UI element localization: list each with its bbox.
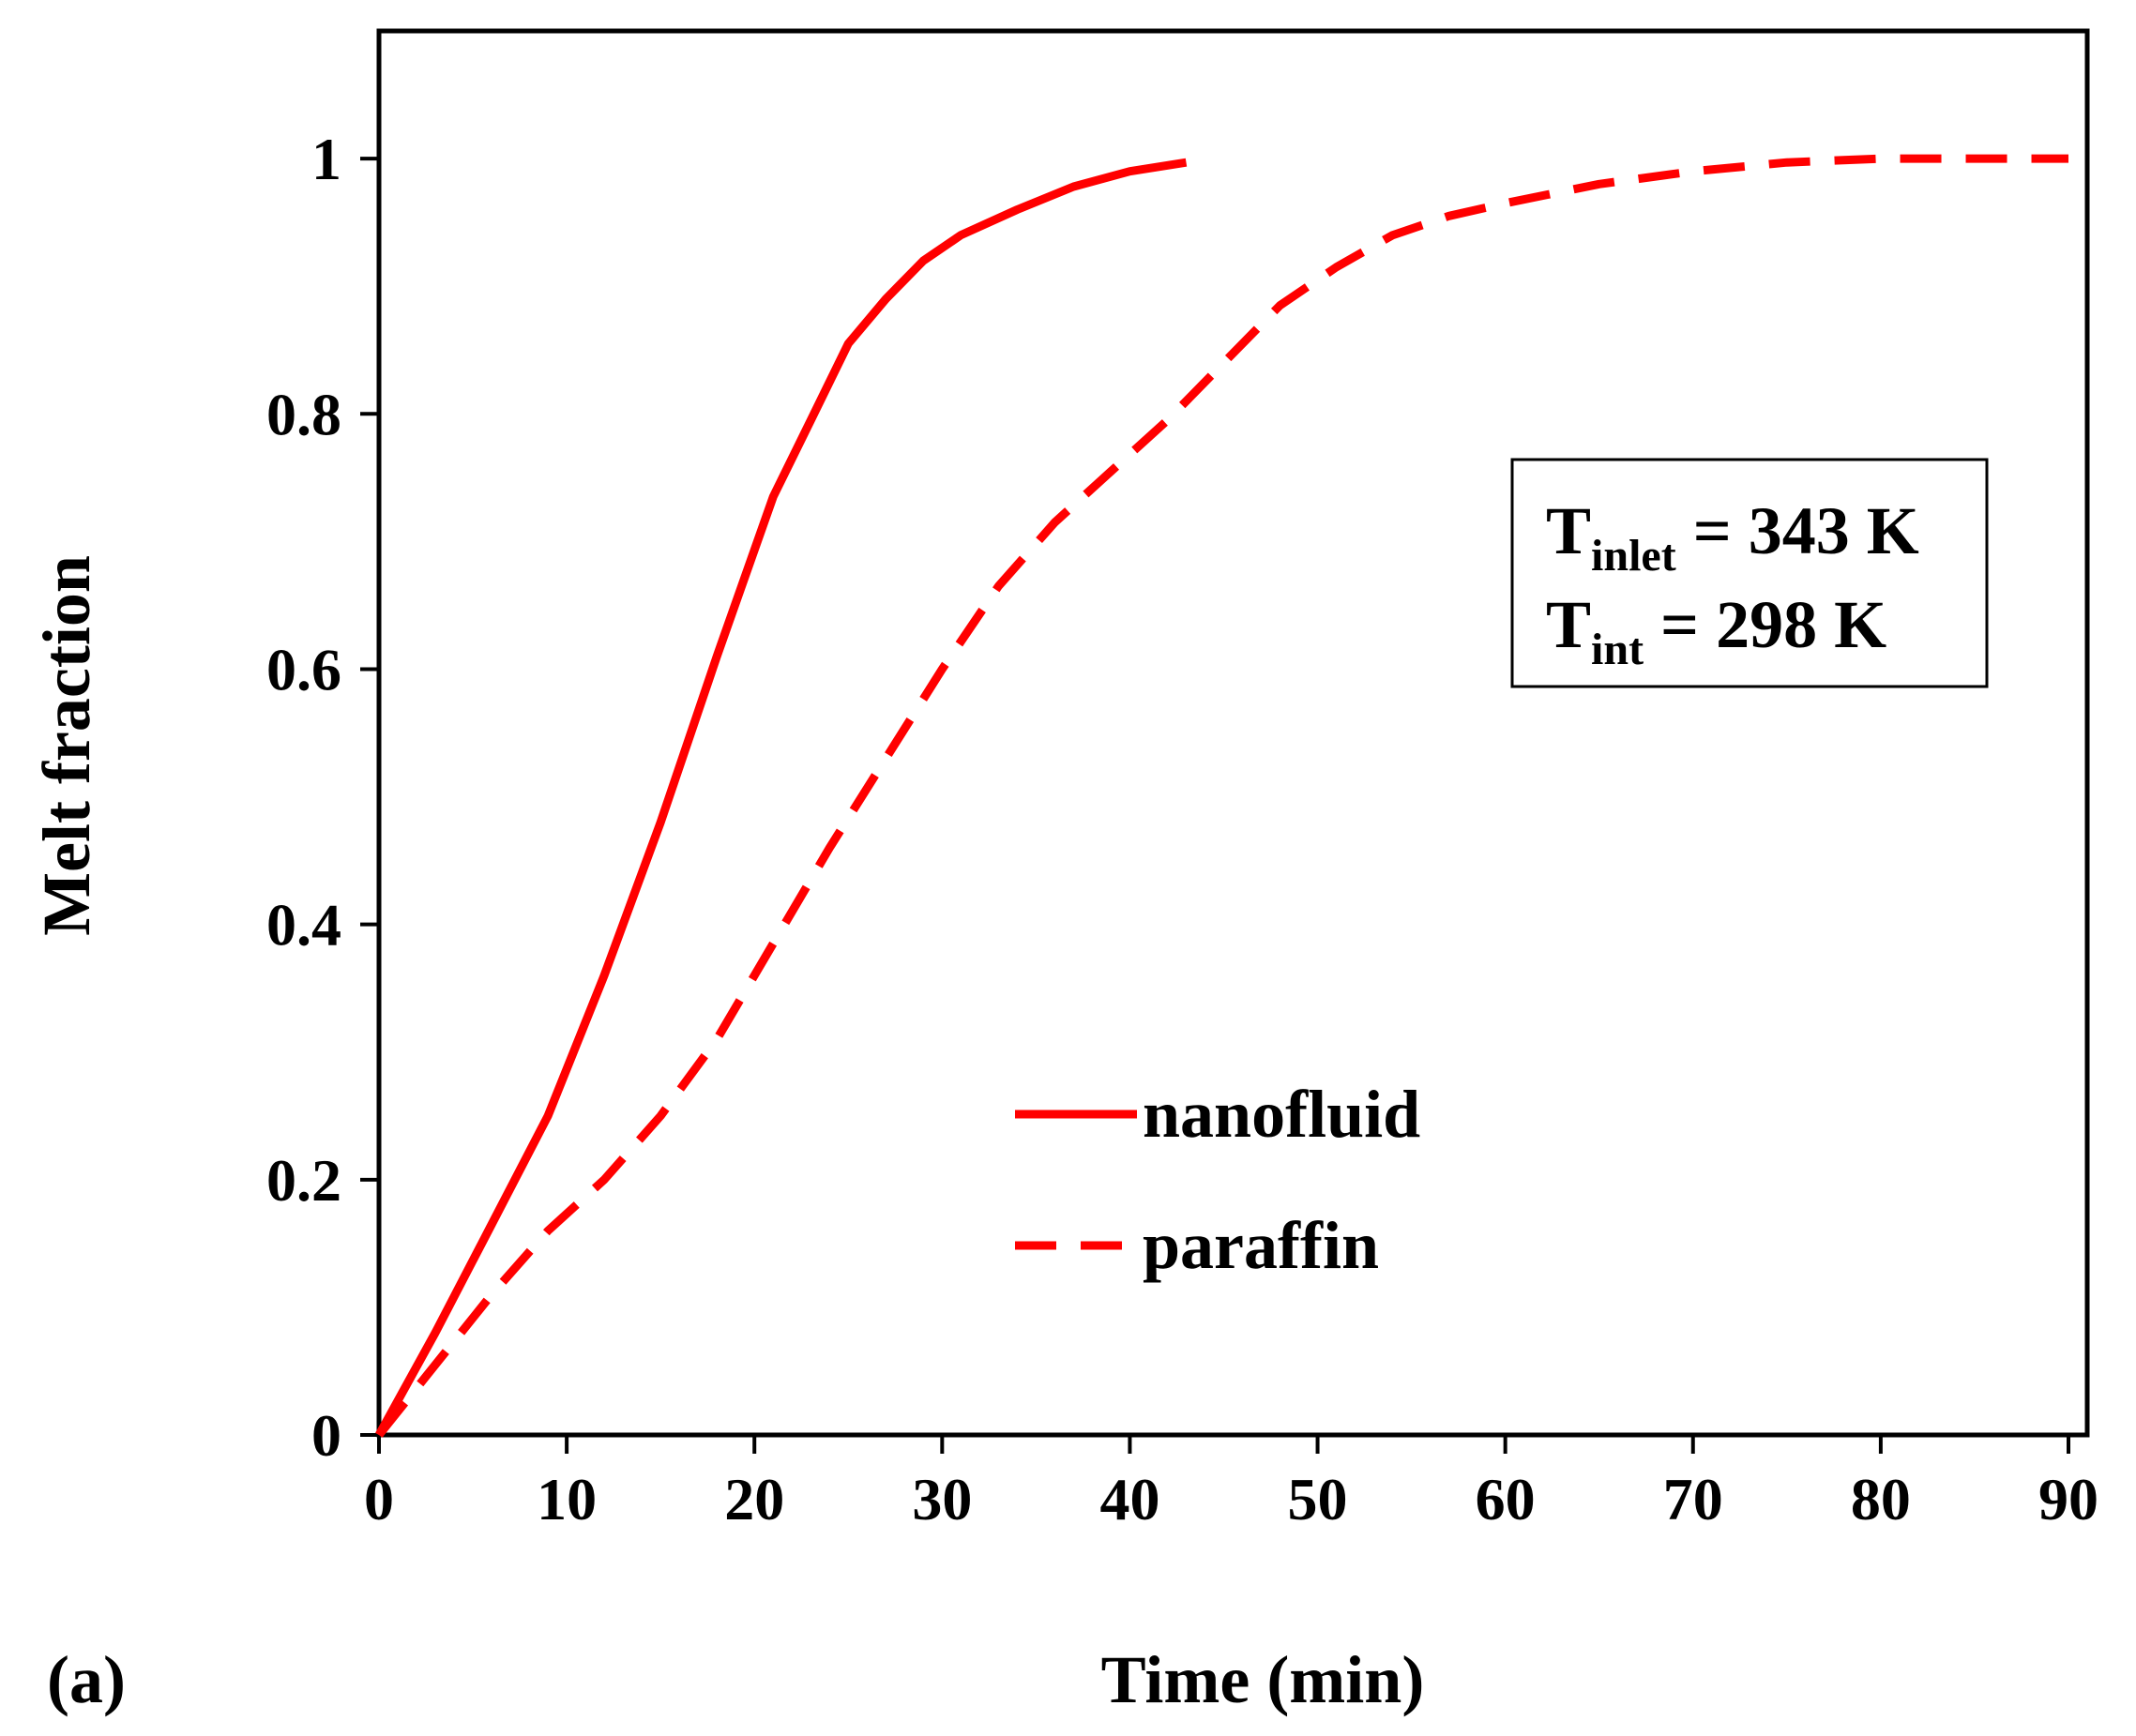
annotation-int-subscript: int: [1591, 625, 1644, 674]
x-axis-title: Time (min): [1101, 1642, 1425, 1717]
x-tick-label: 30: [912, 1466, 972, 1532]
legend-label-nanofluid: nanofluid: [1143, 1077, 1420, 1152]
x-tick-label: 60: [1476, 1466, 1536, 1532]
panel-label: (a): [47, 1642, 126, 1717]
annotation-initial-temperature: Tint = 298 K: [1546, 587, 1886, 674]
y-axis-title: Melt fraction: [29, 555, 104, 936]
y-tick-label: 0: [311, 1402, 341, 1469]
y-axis-ticks: 0 0.2 0.4 0.6 0.8 1: [266, 126, 379, 1469]
annotation-inlet-symbol: T: [1546, 493, 1591, 568]
annotation-inlet-subscript: inlet: [1591, 531, 1676, 581]
x-tick-label: 20: [724, 1466, 784, 1532]
legend: nanofluid paraffin: [1015, 1077, 1420, 1283]
x-tick-label: 10: [537, 1466, 597, 1532]
series-layer: [375, 154, 2068, 1438]
annotation-int-value: = 298 K: [1644, 587, 1886, 662]
annotation-int-symbol: T: [1546, 587, 1591, 662]
x-tick-label: 90: [2038, 1466, 2098, 1532]
x-tick-label: 0: [364, 1466, 394, 1532]
annotation-inlet-temperature: Tinlet = 343 K: [1546, 493, 1919, 581]
y-tick-label: 0.6: [266, 636, 341, 702]
y-tick-label: 0.2: [266, 1147, 341, 1214]
legend-label-paraffin: paraffin: [1143, 1208, 1379, 1283]
x-tick-label: 50: [1288, 1466, 1348, 1532]
y-tick-label: 0.8: [266, 381, 341, 447]
x-tick-label: 70: [1663, 1466, 1723, 1532]
y-tick-label: 0.4: [266, 892, 341, 959]
annotation-box: [1510, 458, 1989, 688]
x-tick-label: 80: [1851, 1466, 1911, 1532]
y-tick-label: 1: [311, 126, 341, 192]
x-axis-ticks: 0 10 20 30 40 50 60 70 80 90: [364, 1435, 2098, 1532]
x-tick-label: 40: [1099, 1466, 1159, 1532]
annotation-inlet-value: = 343 K: [1676, 493, 1919, 568]
plot-area-frame: [376, 28, 2090, 1438]
series-line-nanofluid: [375, 158, 1188, 1438]
condition-annotation: Tinlet = 343 K Tint = 298 K: [1510, 458, 1989, 688]
series-line-paraffin: [375, 154, 2068, 1438]
